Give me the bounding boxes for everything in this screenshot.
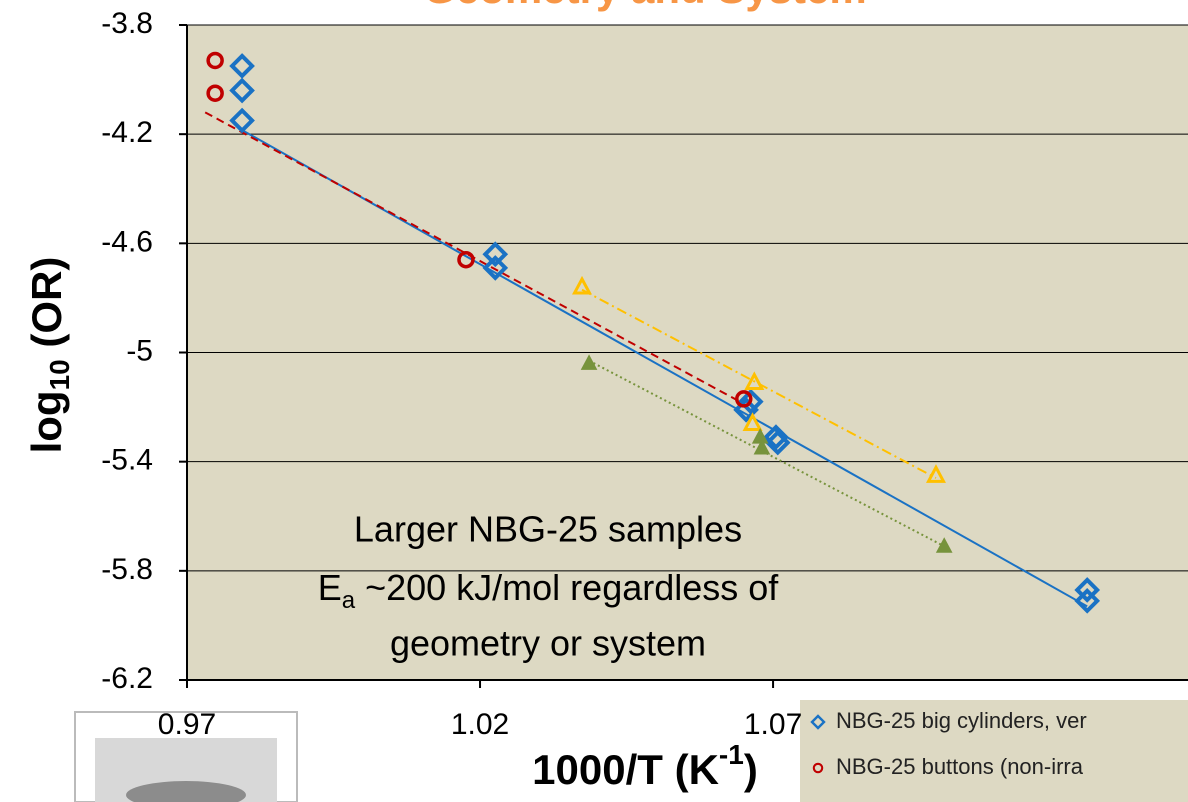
y-label-text: log <box>23 390 70 453</box>
y-tick-label: -4.6 <box>101 225 153 258</box>
annotation: Larger NBG-25 samples <box>354 509 742 550</box>
marker <box>812 762 824 774</box>
y-tick-label: -4.2 <box>101 116 153 149</box>
annotation-rest: ~200 kJ/mol regardless of <box>355 567 779 608</box>
y-tick-label: -5.8 <box>101 553 153 586</box>
x-tick-label: 1.02 <box>451 708 509 741</box>
photo-sample <box>126 781 246 802</box>
y-tick-label: -5.4 <box>101 444 153 477</box>
marker <box>1074 588 1101 614</box>
marker <box>753 438 771 455</box>
x-tick-label: 1.07 <box>744 708 802 741</box>
marker <box>229 77 255 104</box>
x-axis-label: 1000/T (K-1) <box>532 739 758 793</box>
marker <box>482 241 509 268</box>
marker <box>742 412 763 431</box>
trend-line <box>204 111 746 406</box>
marker <box>457 250 475 269</box>
marker <box>482 255 509 281</box>
annotation-text: E <box>318 567 342 608</box>
marker <box>572 275 593 295</box>
marker <box>206 84 224 102</box>
marker <box>580 354 598 370</box>
annotation: geometry or system <box>390 623 706 664</box>
x-label-sup: -1 <box>719 739 744 770</box>
y-axis-label: log10 (OR) <box>23 257 75 454</box>
legend-label: NBG-25 big cylinders, ver <box>836 708 1087 733</box>
marker <box>744 371 765 391</box>
marker <box>229 107 255 134</box>
annotation: Ea ~200 kJ/mol regardless of <box>318 567 780 615</box>
marker <box>737 388 764 415</box>
y-label-rest: (OR) <box>23 257 70 360</box>
legend-box <box>800 700 1188 802</box>
marker <box>763 424 789 450</box>
marker <box>935 537 953 553</box>
annotation-sub: a <box>342 587 356 614</box>
x-label-rest: ) <box>744 746 758 793</box>
marker <box>764 429 791 456</box>
marker <box>810 714 826 730</box>
y-tick-label: -6.2 <box>101 662 153 695</box>
marker <box>206 51 224 70</box>
y-tick-label: -5 <box>126 334 153 367</box>
y-tick-label: -3.8 <box>101 7 153 40</box>
x-tick-label: 0.97 <box>158 708 216 741</box>
y-label-sub: 10 <box>44 359 75 390</box>
x-label-text: 1000/T (K <box>532 746 719 793</box>
marker <box>229 53 255 79</box>
marker <box>925 464 946 483</box>
chart-title: Geometry and System <box>423 0 867 12</box>
marker <box>735 390 753 408</box>
legend-label: NBG-25 buttons (non-irra <box>836 754 1084 779</box>
marker <box>1074 577 1101 603</box>
